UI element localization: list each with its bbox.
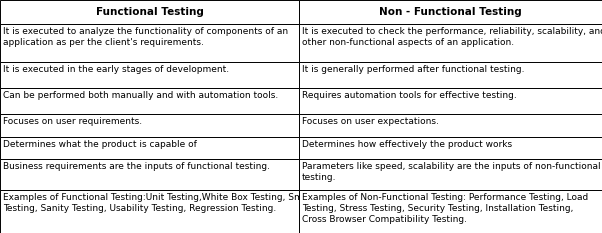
Text: Non - Functional Testing: Non - Functional Testing <box>379 7 522 17</box>
Bar <box>299 190 602 233</box>
Text: Determines what the product is capable of: Determines what the product is capable o… <box>3 140 197 149</box>
Bar <box>299 24 602 62</box>
Bar <box>0 62 299 88</box>
Text: It is generally performed after functional testing.: It is generally performed after function… <box>302 65 525 74</box>
Text: It is executed in the early stages of development.: It is executed in the early stages of de… <box>3 65 229 74</box>
Text: Focuses on user requirements.: Focuses on user requirements. <box>3 117 142 126</box>
Text: Functional Testing: Functional Testing <box>96 7 203 17</box>
Text: Can be performed both manually and with automation tools.: Can be performed both manually and with … <box>3 91 278 100</box>
Bar <box>0 114 299 137</box>
Bar <box>299 62 602 88</box>
Text: Business requirements are the inputs of functional testing.: Business requirements are the inputs of … <box>3 162 270 171</box>
Text: Focuses on user expectations.: Focuses on user expectations. <box>302 117 439 126</box>
Bar <box>0 137 299 159</box>
Text: Examples of Non-Functional Testing: Performance Testing, Load
Testing, Stress Te: Examples of Non-Functional Testing: Perf… <box>302 193 588 224</box>
Bar <box>299 137 602 159</box>
Bar <box>0 24 299 62</box>
Bar <box>299 159 602 190</box>
Bar <box>299 0 602 24</box>
Bar <box>0 0 299 24</box>
Bar <box>0 159 299 190</box>
Text: It is executed to analyze the functionality of components of an
application as p: It is executed to analyze the functional… <box>3 27 288 47</box>
Bar <box>0 88 299 114</box>
Bar <box>0 190 299 233</box>
Bar <box>299 114 602 137</box>
Text: Requires automation tools for effective testing.: Requires automation tools for effective … <box>302 91 517 100</box>
Text: Determines how effectively the product works: Determines how effectively the product w… <box>302 140 512 149</box>
Bar <box>299 88 602 114</box>
Text: It is executed to check the performance, reliability, scalability, and
other non: It is executed to check the performance,… <box>302 27 602 47</box>
Text: Examples of Functional Testing:Unit Testing,White Box Testing, Smoke
Testing, Sa: Examples of Functional Testing:Unit Test… <box>3 193 318 213</box>
Text: Parameters like speed, scalability are the inputs of non-functional
testing.: Parameters like speed, scalability are t… <box>302 162 601 182</box>
